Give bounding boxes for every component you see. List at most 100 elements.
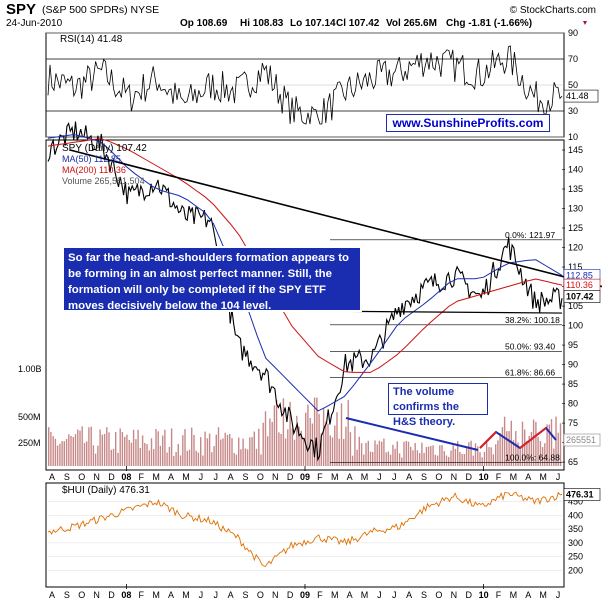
volume-bar (512, 440, 515, 466)
volume-bar (101, 434, 103, 466)
volume-bar (130, 442, 133, 466)
volume-bar (267, 436, 269, 466)
volume-bar (184, 429, 186, 466)
hui-layer: 450 400 350 300 250 200 476.31 (47, 488, 601, 575)
volume-bar (519, 449, 521, 466)
volume-bar (445, 455, 448, 466)
price-tag-label: 110.36 (566, 280, 593, 290)
hui-tick-label: 200 (568, 565, 583, 575)
volume-bar (157, 431, 159, 466)
volume-bar (77, 429, 79, 466)
volume-bar (81, 426, 83, 466)
volume-bar (229, 434, 231, 466)
x-axis-label: F (317, 590, 323, 600)
down-arrow-icon (583, 21, 587, 25)
hui-last-tag-box (563, 488, 601, 501)
volume-bar (465, 446, 468, 466)
volume-bar (197, 452, 200, 466)
date-label: 24-Jun-2010 (6, 18, 63, 29)
volume-bar (206, 438, 209, 466)
volume-bar (56, 445, 59, 466)
volume-bar (287, 429, 289, 466)
rsi-tick-label: 10 (568, 132, 578, 142)
volume-bar (106, 427, 108, 466)
volume-bar (255, 448, 258, 466)
volume-bar (202, 455, 204, 466)
price-tick-label: 125 (568, 223, 583, 233)
x-axis-label: N (272, 472, 279, 482)
price-tick-label: 105 (568, 301, 583, 311)
volume-bar (497, 440, 499, 466)
volume-bar (168, 446, 171, 466)
volume-bar (92, 445, 95, 466)
volume-bar (72, 437, 74, 466)
volume-label: Volume 265,551,504 (62, 176, 145, 186)
volume-bar (470, 440, 472, 466)
x-axis-label: 10 (479, 472, 489, 482)
price-tag-label: 107.42 (566, 292, 594, 302)
volume-bar (124, 436, 126, 466)
volume-bar (264, 411, 267, 466)
volume-bar (365, 442, 367, 466)
volume-bar (506, 431, 508, 466)
volume-bar (414, 443, 416, 466)
price-tick-label: 75 (568, 418, 578, 428)
volume-bar (110, 449, 112, 466)
volume-bar (550, 419, 553, 466)
series-line-ma200 (47, 138, 563, 373)
price-tag-box (563, 433, 601, 447)
rsi-tick-label: 70 (568, 54, 578, 64)
volume-bar (296, 415, 298, 466)
volume-bar (132, 429, 135, 466)
volume-bar (376, 444, 378, 466)
volume-bar (474, 443, 477, 466)
volume-bar (213, 446, 215, 466)
x-axis-label: J (377, 590, 382, 600)
volume-bar (483, 451, 486, 466)
x-axis-label: M (152, 472, 160, 482)
price-tick-label: 80 (568, 399, 578, 409)
x-axis-label: F (496, 590, 502, 600)
volume-bar (182, 435, 184, 466)
volume-bar (166, 452, 168, 466)
volume-bar (557, 432, 559, 466)
volume-bar (528, 435, 530, 466)
rsi-label: RSI(14) 41.48 (60, 34, 123, 45)
volume-bar (555, 416, 557, 466)
volume-bar (351, 455, 354, 466)
rsi-line (47, 45, 563, 125)
volume-bar (282, 398, 285, 466)
volume-bar (175, 452, 177, 466)
volume-bar (345, 426, 347, 466)
volume-bar (211, 452, 213, 466)
x-axis-label: M (539, 590, 547, 600)
volume-bar (195, 450, 197, 466)
volume-bar (320, 433, 322, 466)
copyright: © StockCharts.com (510, 5, 596, 16)
volume-bar (401, 457, 403, 466)
volume-bar (291, 428, 293, 466)
x-axis-label: 09 (300, 590, 310, 600)
rsi-layer: 90 70 50 30 10 41.48 (46, 28, 599, 142)
volume-bar (61, 441, 63, 466)
x-axis-label: N (451, 590, 458, 600)
price-tick-label: 90 (568, 360, 578, 370)
volume-bar (385, 452, 387, 466)
volume-bar (170, 428, 173, 466)
volume-bar (501, 427, 504, 466)
x-axis-label: N (451, 472, 458, 482)
spy-label: SPY (Daily) 107.42 (62, 143, 147, 154)
x-axis-label: 09 (300, 472, 310, 482)
hui-panel-frame (45, 482, 565, 588)
volume-bar (300, 430, 302, 466)
volume-bar (224, 432, 226, 466)
volume-bar (450, 450, 452, 466)
price-tick-label: 85 (568, 379, 578, 389)
volume-bar (112, 448, 115, 466)
x-axis-label: J (556, 590, 561, 600)
x-axis-label: F (496, 472, 502, 482)
x-axis-label: S (421, 472, 427, 482)
volume-bar (425, 447, 428, 466)
hui-label: $HUI (Daily) 476.31 (62, 485, 150, 496)
volume-bar (327, 423, 329, 466)
